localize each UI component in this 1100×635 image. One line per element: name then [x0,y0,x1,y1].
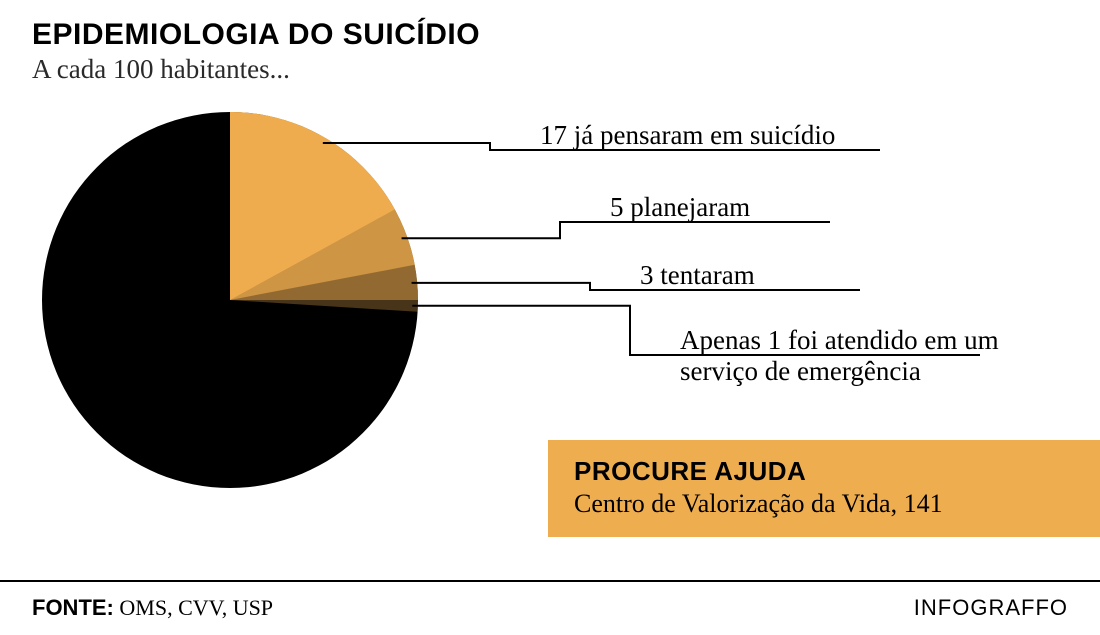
source: FONTE: OMS, CVV, USP [32,595,273,621]
footer-rule [0,580,1100,582]
help-title: PROCURE AJUDA [574,456,1074,487]
brand: INFOGRAFFO [914,595,1068,621]
label-tentaram: 3 tentaram [640,260,940,291]
help-text: Centro de Valorização da Vida, 141 [574,489,1074,519]
footer: FONTE: OMS, CVV, USP INFOGRAFFO [32,595,1068,621]
source-value: OMS, CVV, USP [119,595,273,620]
callout-layer: 17 já pensaram em suicídio 5 planejaram 3 … [440,110,1080,490]
header: EPIDEMIOLOGIA DO SUICÍDIO A cada 100 hab… [32,18,480,85]
pie-slice-atendido [230,112,418,312]
label-atendido: Apenas 1 foi atendido em um serviço de e… [680,325,1060,387]
page-title: EPIDEMIOLOGIA DO SUICÍDIO [32,18,480,52]
page-subtitle: A cada 100 habitantes... [32,54,480,85]
label-pensaram: 17 já pensaram em suicídio [540,120,960,151]
pie-chart [40,110,420,490]
source-label: FONTE: [32,595,114,620]
leader-planejaram [402,222,830,238]
help-box: PROCURE AJUDA Centro de Valorização da V… [548,440,1100,537]
label-planejaram: 5 planejaram [610,192,910,223]
